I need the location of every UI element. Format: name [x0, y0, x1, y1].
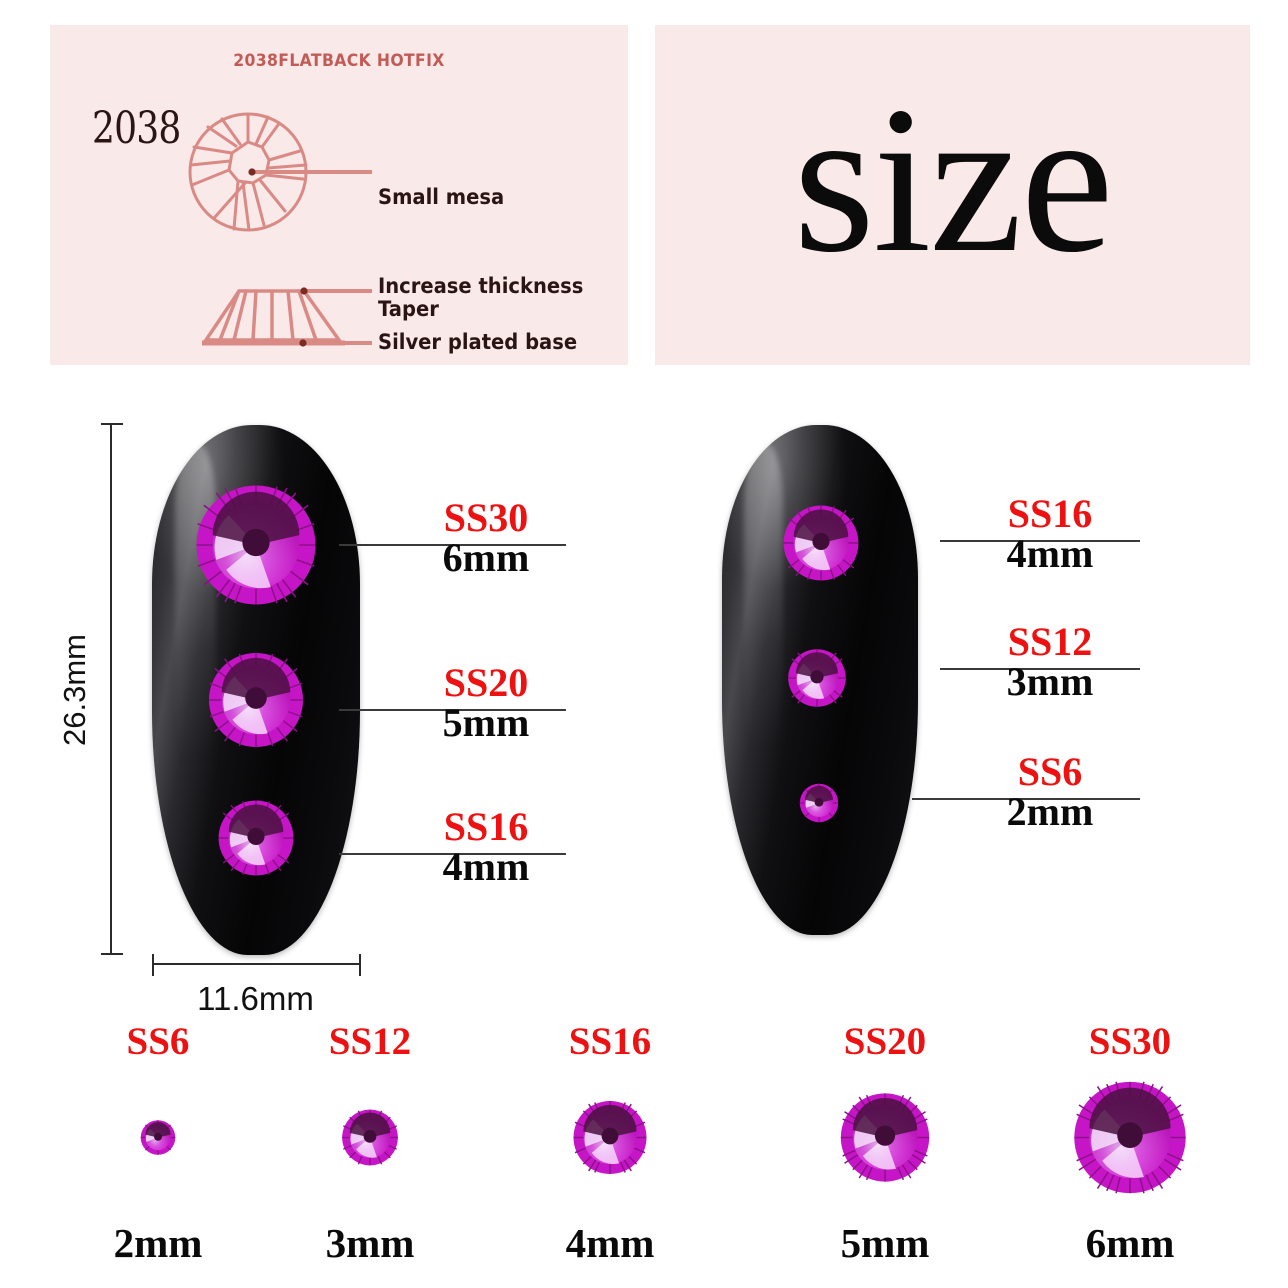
swatch-ss6: SS6 2mm	[48, 1022, 268, 1288]
swatch-ss6-gem-icon	[140, 1120, 176, 1161]
callout-ss6-size: 2mm	[1006, 789, 1094, 835]
swatch-ss16-size: 4mm	[565, 1220, 655, 1266]
swatch-ss16: SS16	[500, 1022, 720, 1288]
swatch-ss30-code: SS30	[1088, 1020, 1172, 1063]
swatch-ss12-size: 3mm	[325, 1220, 415, 1266]
callout-ss6: SS6 2mm	[960, 749, 1140, 835]
gem-ss20-on-nail	[207, 651, 305, 749]
thickness-anchor-dot	[300, 287, 308, 295]
callout-ss30-code: SS30	[443, 495, 529, 540]
callout-ss20-code: SS20	[443, 660, 529, 705]
leader-line-ss12	[940, 668, 1140, 670]
swatch-ss6-size: 2mm	[113, 1220, 203, 1266]
small-mesa-anchor-dot	[248, 168, 256, 176]
callout-ss30-size: 6mm	[442, 535, 530, 581]
flatback-schematic	[188, 112, 372, 347]
dimension-label-width: 11.6mm	[197, 980, 314, 1017]
swatch-ss12-code: SS12	[328, 1020, 412, 1063]
swatch-ss30-size: 6mm	[1085, 1220, 1175, 1266]
flatback-diagram-panel: 2038FLATBACK HOTFIX 2038	[50, 25, 628, 365]
swatch-ss12: SS12 3mm	[260, 1022, 480, 1288]
size-swatch-row: SS6 2mm SS12	[0, 1022, 1288, 1288]
diagram-title: 2038FLATBACK HOTFIX	[233, 51, 445, 71]
dimension-line-height	[101, 423, 123, 955]
product-code-label: 2038	[92, 103, 181, 154]
swatch-ss20-code: SS20	[843, 1020, 927, 1063]
size-heading-text: size	[793, 64, 1113, 296]
gem-ss6-on-nail	[799, 783, 839, 823]
leader-line-ss6	[912, 798, 1140, 800]
swatch-ss20: SS20	[775, 1022, 995, 1288]
callout-ss6-code: SS6	[1017, 749, 1083, 794]
diagram-label-increase-thickness: Increase thickness	[378, 274, 584, 298]
swatch-ss30: SS30	[1020, 1022, 1240, 1288]
base-anchor-dot	[299, 339, 307, 347]
diagram-label-small-mesa: Small mesa	[378, 185, 505, 209]
size-heading-panel: size	[655, 25, 1250, 365]
dimension-line-width	[152, 954, 361, 976]
callout-ss16-left-code: SS16	[443, 804, 529, 849]
callout-ss20-size: 5mm	[442, 700, 530, 746]
callout-ss16-right: SS16 4mm	[960, 491, 1140, 577]
swatch-ss12-gem-icon	[341, 1109, 399, 1172]
gem-ss16-on-nail-right	[782, 504, 860, 582]
callout-ss16-right-code: SS16	[1007, 491, 1093, 536]
table-facet-octagon	[227, 140, 271, 185]
dimension-label-height: 26.3mm	[57, 634, 92, 746]
swatch-ss16-gem-icon	[572, 1100, 648, 1181]
callout-ss12: SS12 3mm	[960, 619, 1140, 705]
callout-ss16-left-size: 4mm	[442, 844, 530, 890]
callout-ss30: SS30 6mm	[396, 495, 576, 581]
taper-profile	[202, 289, 343, 342]
leader-line-ss20	[339, 709, 566, 711]
swatch-ss20-size: 5mm	[840, 1220, 930, 1266]
callout-ss16-right-size: 4mm	[1006, 531, 1094, 577]
callout-ss16-left: SS16 4mm	[396, 804, 576, 890]
leader-line-ss16-left	[339, 853, 566, 855]
leader-line-ss16-right	[940, 540, 1140, 542]
swatch-ss30-gem-icon	[1072, 1080, 1188, 1201]
diagram-label-silver-plated-base: Silver plated base	[378, 330, 578, 354]
callout-ss12-code: SS12	[1007, 619, 1093, 664]
swatch-ss6-code: SS6	[126, 1020, 190, 1063]
gem-ss12-on-nail	[787, 648, 847, 708]
callout-ss12-size: 3mm	[1006, 659, 1094, 705]
swatch-ss16-code: SS16	[568, 1020, 652, 1063]
gem-ss30-on-nail	[194, 483, 318, 607]
callout-ss20: SS20 5mm	[396, 660, 576, 746]
diagram-label-taper: Taper	[378, 297, 439, 321]
swatch-ss20-gem-icon	[839, 1092, 931, 1189]
leader-line-ss30	[339, 544, 566, 546]
gem-ss16-on-nail-left	[217, 799, 295, 877]
